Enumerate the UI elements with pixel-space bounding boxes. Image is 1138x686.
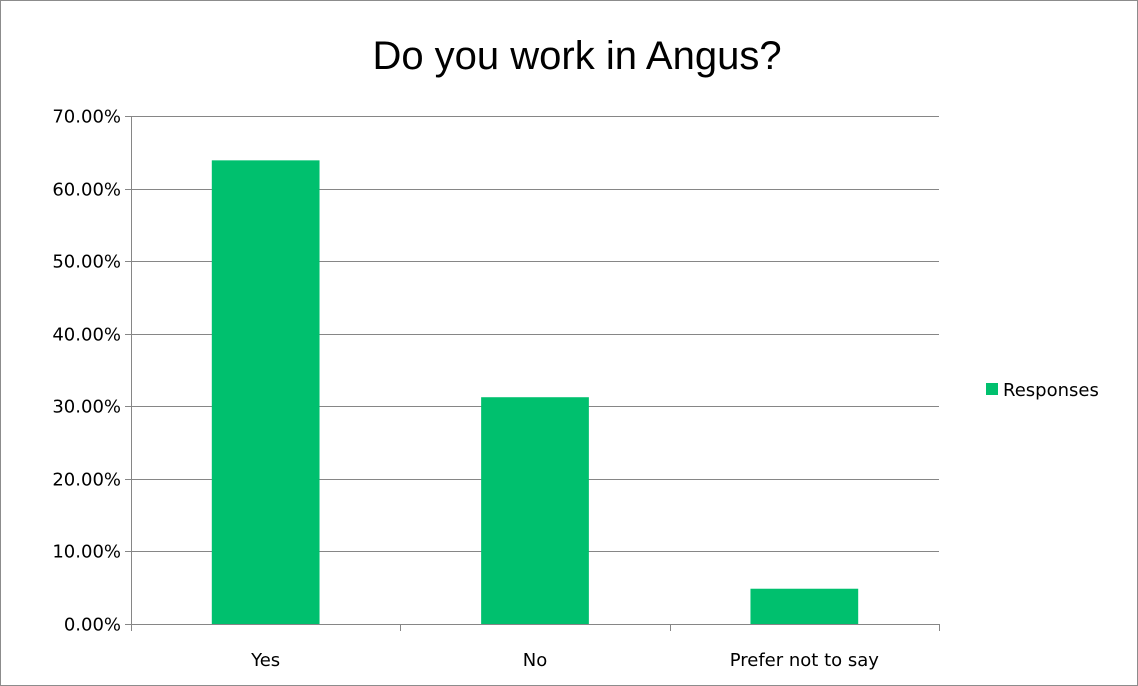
legend: Responses — [986, 380, 1099, 401]
legend-swatch — [986, 383, 998, 395]
y-tick-label: 70.00% — [52, 107, 121, 128]
bar-prefer-not-to-say — [750, 588, 859, 624]
legend-label: Responses — [1003, 380, 1099, 401]
x-tick-label: Yes — [250, 650, 280, 671]
x-tick-label: Prefer not to say — [730, 650, 880, 671]
bar-no — [481, 397, 589, 624]
y-tick-label: 10.00% — [52, 542, 121, 563]
bar-yes — [211, 160, 320, 625]
y-axis-tick-labels: 0.00% 10.00% 20.00% 30.00% 40.00% 50.00% 60.00… — [52, 107, 121, 636]
chart-title: Do you work in Angus? — [372, 34, 781, 78]
y-tick-label: 50.00% — [52, 252, 121, 273]
axes — [125, 116, 940, 631]
y-tick-label: 20.00% — [52, 470, 121, 491]
bars — [211, 160, 859, 625]
x-axis-tick-labels: Yes No Prefer not to say — [250, 650, 879, 671]
y-tick-label: 30.00% — [52, 397, 121, 418]
y-tick-label: 60.00% — [52, 180, 121, 201]
y-tick-label: 40.00% — [52, 325, 121, 346]
x-tick-label: No — [523, 650, 547, 671]
y-tick-label: 0.00% — [64, 615, 121, 636]
